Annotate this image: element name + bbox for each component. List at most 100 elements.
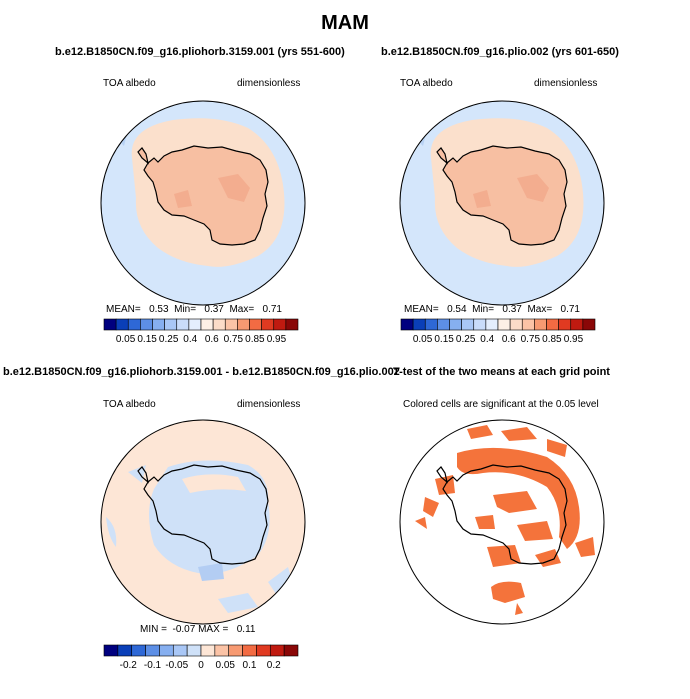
colorbar-swatch — [400, 318, 414, 331]
panel1-map — [100, 100, 306, 306]
significant-region — [493, 491, 537, 513]
panel3-min-value: -0.07 — [172, 624, 196, 635]
colorbar-swatch — [212, 318, 226, 331]
colorbar-swatch — [256, 644, 271, 657]
significant-region — [491, 581, 525, 603]
map-field — [101, 101, 305, 305]
colorbar-tick-label: 0.85 — [542, 334, 562, 345]
colorbar-tick-label: 0.2 — [267, 660, 281, 671]
colorbar-tick-label: 0.75 — [224, 334, 244, 345]
colorbar-swatch — [497, 318, 511, 331]
antarctica-coastline — [442, 464, 568, 565]
colorbar-swatch — [582, 318, 596, 331]
colorbar-tick-label: 0.25 — [456, 334, 476, 345]
panel1-units-label: dimensionless — [237, 78, 301, 89]
panel1-stats: MEAN= 0.53 Min= 0.37 Max= 0.71 — [106, 304, 282, 315]
ice-sheet-high-albedo — [473, 190, 491, 208]
colorbar-swatch — [283, 644, 299, 657]
colorbar-swatch — [285, 318, 299, 331]
colorbar-swatch — [521, 318, 535, 331]
colorbar-swatch — [117, 644, 133, 657]
colorbar-swatch — [237, 318, 250, 331]
colorbar-tick-label: -0.2 — [120, 660, 138, 671]
panel2-stats: MEAN= 0.54 Min= 0.37 Max= 0.71 — [404, 304, 580, 315]
panel3-colorbar: -0.2 -0.1 -0.05 0 0.05 0.1 0.2 — [103, 644, 299, 671]
colorbar-tick-label: -0.1 — [144, 660, 162, 671]
panel3-stats: MIN = -0.07 MAX = 0.11 — [140, 624, 255, 635]
significant-region — [575, 537, 595, 557]
panel1-min-label: Min= — [174, 304, 197, 315]
map-field — [400, 101, 604, 305]
map-boundary — [399, 100, 605, 306]
antarctica-coastline — [143, 464, 269, 565]
colorbar-swatch — [558, 318, 572, 331]
ice-sheet-albedo — [443, 146, 567, 245]
colorbar-tick-label: 0.6 — [205, 334, 219, 345]
colorbar-tick-label: 0.6 — [502, 334, 516, 345]
map-field — [400, 420, 604, 624]
colorbar-swatch — [131, 644, 146, 657]
colorbar-swatch — [164, 318, 178, 331]
negative-difference-area — [218, 593, 258, 613]
panel4-map — [399, 419, 605, 625]
colorbar-tick-label: 0.05 — [116, 334, 136, 345]
ice-sheet-high-albedo — [174, 190, 192, 208]
colorbar-swatch — [214, 644, 230, 657]
peninsula-coastline — [137, 147, 149, 165]
panel1-colorbar: 0.05 0.15 0.25 0.4 0.6 0.75 0.85 0.95 — [103, 318, 299, 345]
peninsula-coastline — [436, 147, 448, 165]
peninsula-albedo — [138, 148, 148, 163]
map-boundary — [100, 100, 306, 306]
significant-region — [423, 497, 439, 517]
map-boundary — [399, 419, 605, 625]
colorbar-swatch — [261, 318, 275, 331]
colorbar-tick-label: 0.15 — [434, 334, 454, 345]
colorbar-swatch — [103, 644, 119, 657]
ice-sheet-high-albedo — [218, 174, 250, 202]
colorbar-swatch — [159, 644, 174, 657]
panel2-variable-label: TOA albedo — [400, 78, 453, 89]
panel1-title: b.e12.B1850CN.f09_g16.pliohorb.3159.001 … — [55, 46, 345, 58]
colorbar-swatch — [224, 318, 238, 331]
colorbar-swatch — [127, 318, 141, 331]
colorbar-swatch — [186, 644, 202, 657]
colorbar-tick-label: 0.25 — [159, 334, 179, 345]
colorbar-swatch — [449, 318, 462, 331]
panel3-max-label: MAX = — [198, 624, 229, 635]
panel3-title: b.e12.B1850CN.f09_g16.pliohorb.3159.001 … — [3, 366, 400, 378]
colorbar-tick-label: 0.05 — [216, 660, 236, 671]
panel2-mean-label: MEAN= — [404, 304, 439, 315]
colorbar-swatch — [273, 318, 287, 331]
significant-region — [415, 517, 427, 529]
colorbar-swatch — [424, 318, 438, 331]
peninsula-albedo — [437, 148, 447, 163]
panel1-max-value: 0.71 — [262, 304, 282, 315]
map-field — [101, 420, 305, 624]
panel2-title: b.e12.B1850CN.f09_g16.plio.002 (yrs 601-… — [381, 46, 619, 58]
panel2-max-label: Max= — [527, 304, 553, 315]
peninsula-coastline — [137, 466, 149, 484]
panel1-variable-label: TOA albedo — [103, 78, 156, 89]
colorbar-swatch — [534, 318, 547, 331]
colorbar-tick-label: 0.85 — [245, 334, 265, 345]
colorbar-swatch — [188, 318, 202, 331]
significant-region — [517, 521, 553, 541]
panel1-max-label: Max= — [229, 304, 255, 315]
panel2-min-value: 0.37 — [502, 304, 522, 315]
colorbar-swatch — [140, 318, 153, 331]
colorbar-tick-label: 0.95 — [267, 334, 287, 345]
colorbar-tick-label: 0.15 — [137, 334, 157, 345]
colorbar-swatch — [412, 318, 426, 331]
colorbar-swatch — [115, 318, 129, 331]
panel3-variable-label: TOA albedo — [103, 399, 156, 410]
negative-difference-area — [106, 517, 117, 547]
colorbar-swatch — [461, 318, 475, 331]
antarctica-coastline — [143, 145, 269, 246]
colorbar-tick-label: 0.75 — [521, 334, 541, 345]
panel3-map — [100, 419, 306, 625]
colorbar-swatch — [145, 644, 160, 657]
ice-sheet-albedo — [144, 146, 268, 245]
panel4-subtitle: Colored cells are significant at the 0.0… — [403, 399, 599, 410]
colorbar-swatch — [546, 318, 559, 331]
colorbar-swatch — [249, 318, 262, 331]
